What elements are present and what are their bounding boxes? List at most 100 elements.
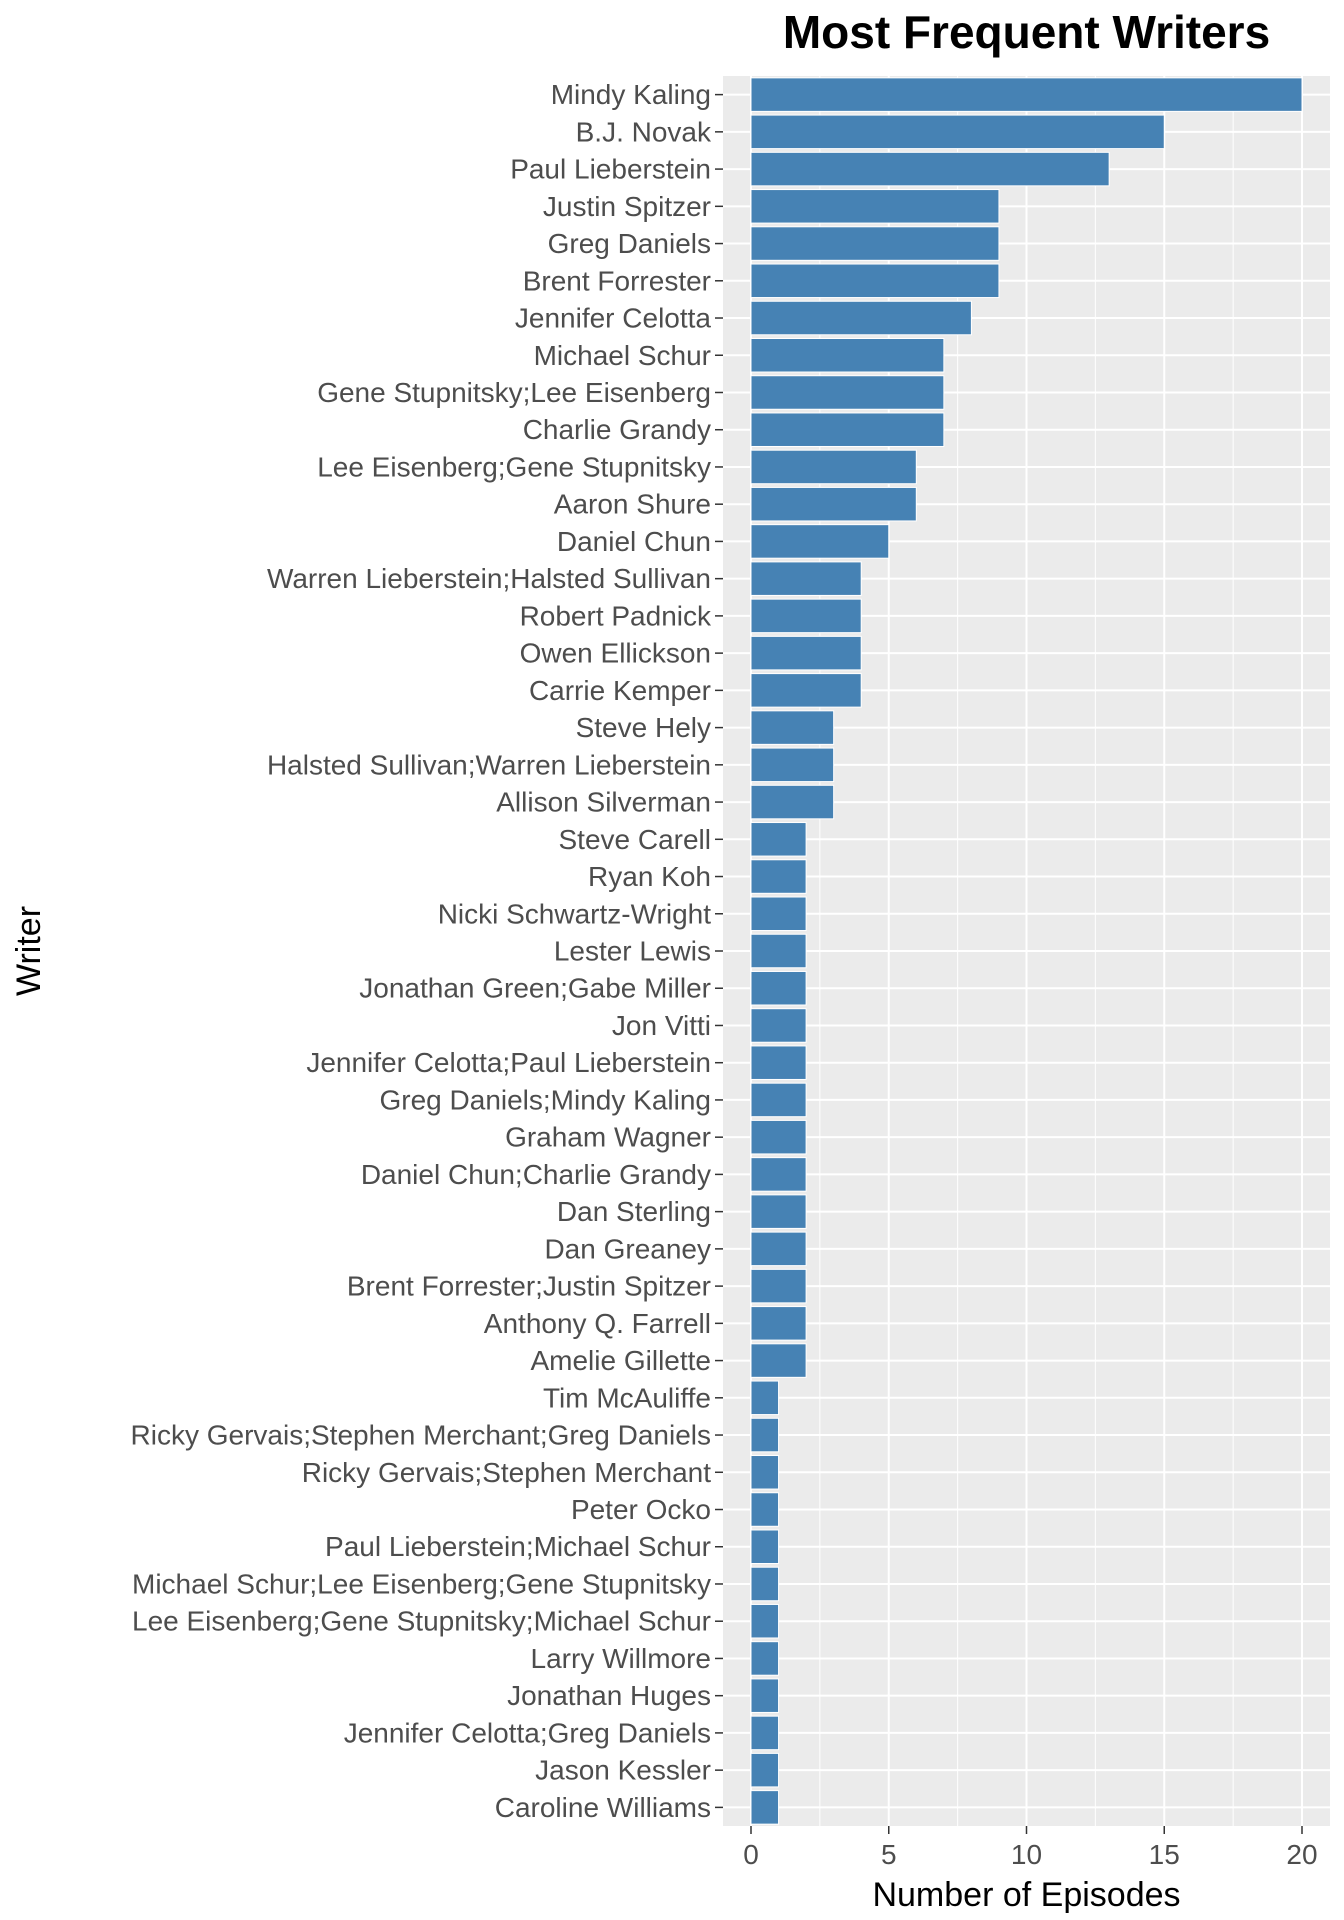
y-tick-label: Daniel Chun xyxy=(557,526,711,557)
y-tick-label: Carrie Kemper xyxy=(529,675,711,706)
x-tick-label: 5 xyxy=(881,1839,897,1870)
bar xyxy=(750,710,835,745)
y-tick-label: Ryan Koh xyxy=(588,861,711,892)
bar xyxy=(750,1641,780,1676)
bars xyxy=(750,77,1303,1825)
y-tick-label: Caroline Williams xyxy=(495,1792,711,1823)
y-tick-label: Larry Willmore xyxy=(531,1643,711,1674)
y-tick-label: Peter Ocko xyxy=(571,1494,711,1525)
bar xyxy=(750,375,945,410)
bar xyxy=(750,263,1000,299)
y-tick-label: Anthony Q. Farrell xyxy=(484,1308,711,1339)
bar xyxy=(750,1306,807,1341)
y-tick-label: Jonathan Huges xyxy=(507,1680,711,1711)
y-tick-label: Justin Spitzer xyxy=(543,191,711,222)
y-tick-label: Lee Eisenberg;Gene Stupnitsky xyxy=(317,451,711,482)
bar xyxy=(750,747,835,783)
y-tick-label: Paul Lieberstein;Michael Schur xyxy=(325,1531,711,1562)
y-tick-label: Halsted Sullivan;Warren Lieberstein xyxy=(267,749,711,780)
y-tick-label: Brent Forrester xyxy=(523,265,711,296)
bar xyxy=(750,151,1110,187)
bar xyxy=(750,635,862,671)
y-tick-label: Gene Stupnitsky;Lee Eisenberg xyxy=(317,377,711,408)
bar xyxy=(750,300,972,336)
y-tick-label: Allison Silverman xyxy=(496,787,711,818)
bar xyxy=(750,896,807,932)
bar xyxy=(750,673,862,708)
bar xyxy=(750,1119,807,1155)
bar xyxy=(750,859,807,894)
bar xyxy=(750,1157,807,1192)
bar xyxy=(750,114,1165,150)
x-tick-label: 0 xyxy=(743,1839,759,1870)
bar xyxy=(750,189,1000,224)
x-tick-label: 20 xyxy=(1286,1839,1317,1870)
y-tick-label: Dan Greaney xyxy=(544,1233,711,1264)
bar xyxy=(750,561,862,596)
x-axis-title: Number of Episodes xyxy=(872,1876,1180,1914)
y-tick-label: Tim McAuliffe xyxy=(543,1382,711,1413)
bar xyxy=(750,1231,807,1267)
y-tick-label: Jason Kessler xyxy=(535,1755,711,1786)
bar xyxy=(750,822,807,857)
y-tick-label: Jonathan Green;Gabe Miller xyxy=(359,973,711,1004)
bar xyxy=(750,1790,780,1825)
y-tick-label: Brent Forrester;Justin Spitzer xyxy=(347,1271,711,1302)
bar xyxy=(750,1194,807,1229)
bar xyxy=(750,598,862,634)
y-tick-label: Amelie Gillette xyxy=(530,1345,711,1376)
bar xyxy=(750,338,945,373)
y-axis: Mindy Kaling B.J. Novak Paul Lieberstein Ju… xyxy=(131,79,723,1823)
bar xyxy=(750,970,807,1006)
bar xyxy=(750,933,807,969)
bar xyxy=(750,77,1303,112)
y-tick-label: Lester Lewis xyxy=(554,936,711,967)
y-tick-label: Michael Schur;Lee Eisenberg;Gene Stupnit… xyxy=(132,1568,711,1599)
bar xyxy=(750,1455,780,1490)
chart-title: Most Frequent Writers xyxy=(783,6,1270,58)
y-tick-label: Ricky Gervais;Stephen Merchant xyxy=(302,1457,712,1488)
y-tick-label: Jennifer Celotta xyxy=(515,303,712,334)
y-tick-label: Mindy Kaling xyxy=(551,79,711,110)
bar xyxy=(750,1566,780,1602)
y-tick-label: Warren Lieberstein;Halsted Sullivan xyxy=(267,563,711,594)
y-tick-label: Jon Vitti xyxy=(612,1010,711,1041)
bar xyxy=(750,1343,807,1378)
y-tick-label: Owen Ellickson xyxy=(520,638,711,669)
y-tick-label: Jennifer Celotta;Greg Daniels xyxy=(344,1717,711,1748)
y-tick-label: Greg Daniels;Mindy Kaling xyxy=(380,1084,712,1115)
bar xyxy=(750,449,917,485)
bar xyxy=(750,412,945,447)
bar xyxy=(750,1008,807,1043)
y-tick-label: Jennifer Celotta;Paul Lieberstein xyxy=(306,1047,711,1078)
bar xyxy=(750,524,890,559)
bar xyxy=(750,486,917,522)
y-tick-label: Greg Daniels xyxy=(548,228,711,259)
y-tick-label: Lee Eisenberg;Gene Stupnitsky;Michael Sc… xyxy=(132,1606,711,1637)
x-tick-label: 15 xyxy=(1149,1839,1180,1870)
y-tick-label: Daniel Chun;Charlie Grandy xyxy=(361,1159,711,1190)
y-tick-label: Paul Lieberstein xyxy=(510,154,711,185)
bar xyxy=(750,1529,780,1565)
bar xyxy=(750,1492,780,1527)
y-tick-label: Aaron Shure xyxy=(554,489,711,520)
bar xyxy=(750,1082,807,1118)
bar xyxy=(750,1752,780,1788)
x-axis: 0 5 10 15 20 xyxy=(743,1826,1318,1870)
y-tick-label: Ricky Gervais;Stephen Merchant;Greg Dani… xyxy=(131,1420,711,1451)
y-tick-label: Michael Schur xyxy=(534,340,711,371)
bar xyxy=(750,1268,807,1304)
y-tick-label: Dan Sterling xyxy=(557,1196,711,1227)
x-tick-label: 10 xyxy=(1011,1839,1042,1870)
y-tick-label: Robert Padnick xyxy=(520,600,712,631)
y-tick-label: Graham Wagner xyxy=(505,1122,711,1153)
y-tick-label: Steve Hely xyxy=(576,712,711,743)
y-axis-title: Writer xyxy=(10,906,48,996)
bar xyxy=(750,1678,780,1713)
y-tick-label: Nicki Schwartz-Wright xyxy=(438,898,712,929)
y-tick-label: Steve Carell xyxy=(558,824,711,855)
bar xyxy=(750,1715,780,1751)
y-tick-label: B.J. Novak xyxy=(576,116,712,147)
bar xyxy=(750,1603,780,1639)
